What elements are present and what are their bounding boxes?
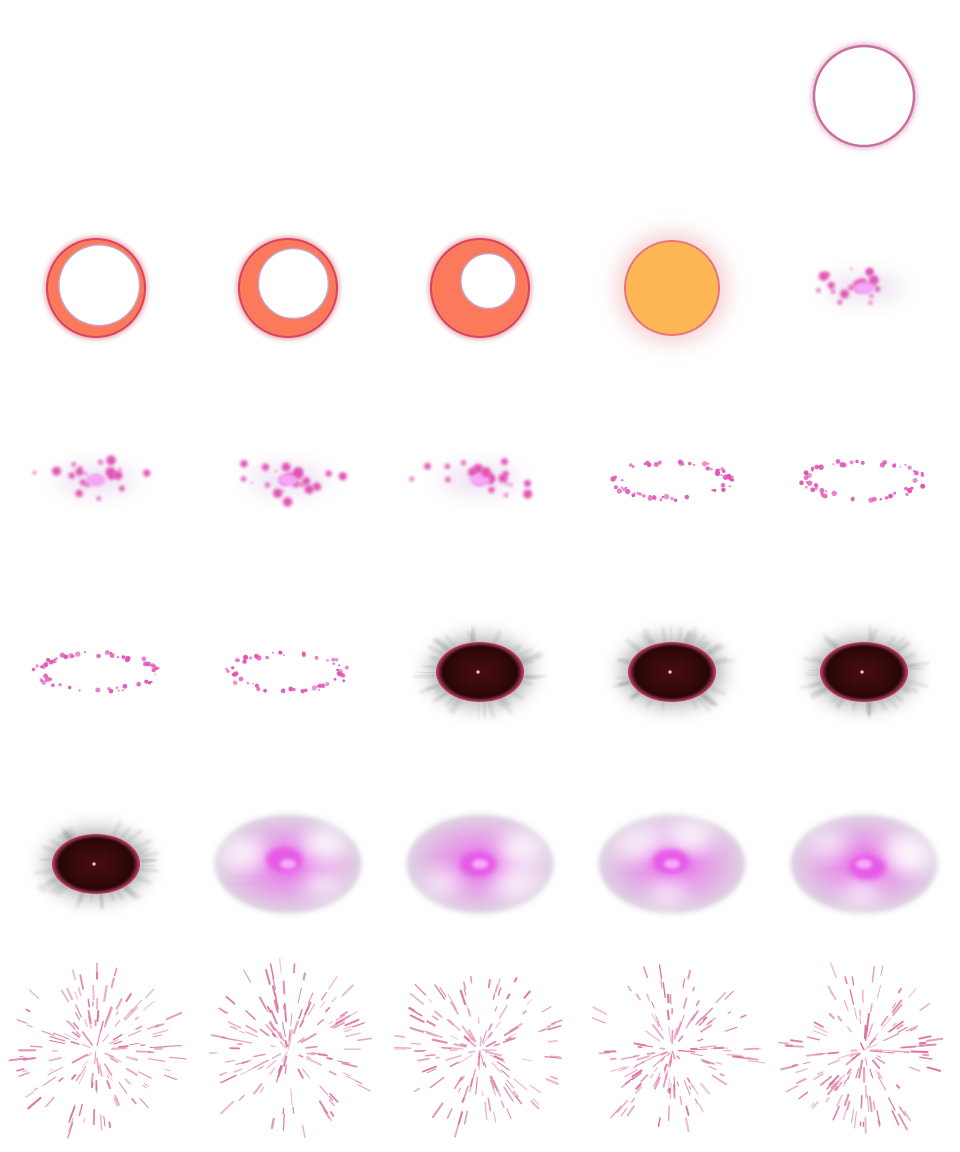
sprite-frame-sun <box>576 192 768 384</box>
sprite-frame-cluster <box>0 384 192 576</box>
sprite-dotring-graphic <box>576 384 768 576</box>
sprite-frame-crescent <box>0 192 192 384</box>
sprite-void-layer <box>801 626 930 717</box>
sprite-frame-dotring <box>768 384 960 576</box>
sprite-crescent-layer <box>237 237 339 339</box>
sprite-nebula-layer <box>598 814 746 914</box>
sprite-frame-cluster <box>768 192 960 384</box>
sprite-nebula-layer <box>214 814 362 914</box>
sprite-nebula-graphic <box>192 768 384 960</box>
sprite-streaks-graphic <box>0 960 192 1152</box>
sprite-frame-streaks <box>0 960 192 1152</box>
sprite-frame-empty <box>0 0 192 192</box>
sprite-crescent-layer <box>45 237 147 339</box>
sprite-cluster-graphic <box>768 192 960 384</box>
sprite-crescent-graphic <box>192 192 384 384</box>
sprite-frame-nebula <box>576 768 768 960</box>
sprite-cluster-layer <box>816 268 904 305</box>
sprite-frame-streaks <box>576 960 768 1152</box>
sprite-nebula-layer <box>406 814 554 914</box>
sprite-crescent-graphic <box>384 192 576 384</box>
sprite-void-graphic <box>384 576 576 768</box>
sprite-nebula-graphic <box>384 768 576 960</box>
sprite-streaks-graphic <box>576 960 768 1152</box>
sprite-frame-streaks <box>384 960 576 1152</box>
sprite-frame-empty <box>576 0 768 192</box>
sprite-frame-streaks <box>768 960 960 1152</box>
sprite-frame-nebula <box>192 768 384 960</box>
sprite-ring-layer <box>814 46 914 146</box>
sprite-frame-void <box>384 576 576 768</box>
sprite-cluster-layer <box>33 455 151 500</box>
sprite-empty-graphic <box>384 0 576 192</box>
sprite-frame-crescent <box>384 192 576 384</box>
sprite-cluster-layer <box>410 458 533 499</box>
sprite-frame-ring <box>768 0 960 192</box>
sprite-streaks-layer <box>593 965 765 1131</box>
sprite-void-graphic <box>0 768 192 960</box>
sprite-empty-graphic <box>0 0 192 192</box>
sprite-frame-nebula <box>768 768 960 960</box>
sprite-frame-dotring <box>192 576 384 768</box>
sprite-frame-dotring <box>576 384 768 576</box>
sprite-frame-empty <box>384 0 576 192</box>
sprite-nebula-graphic <box>576 768 768 960</box>
sprite-cluster-graphic <box>192 384 384 576</box>
sprite-cluster-layer <box>240 460 347 507</box>
sprite-frame-nebula <box>384 768 576 960</box>
sprite-empty-graphic <box>576 0 768 192</box>
sprite-void-layer <box>34 822 159 910</box>
sprite-dotring-layer <box>32 650 160 693</box>
sprite-cluster-graphic <box>384 384 576 576</box>
sprite-frame-cluster <box>192 384 384 576</box>
sprite-nebula-layer <box>790 814 938 914</box>
sprite-frame-cluster <box>384 384 576 576</box>
sprite-crescent-layer <box>429 237 531 339</box>
sprite-streaks-layer <box>10 963 187 1138</box>
sprite-void-layer <box>613 627 734 711</box>
sprite-frame-void <box>768 576 960 768</box>
sprite-dotring-graphic <box>192 576 384 768</box>
sprite-cluster-graphic <box>0 384 192 576</box>
sprite-dotring-graphic <box>0 576 192 768</box>
sprite-frame-crescent <box>192 192 384 384</box>
sprite-streaks-graphic <box>192 960 384 1152</box>
sprite-frame-streaks <box>192 960 384 1152</box>
sprite-streaks-graphic <box>768 960 960 1152</box>
sprite-ring-graphic <box>768 0 960 192</box>
sprite-void-layer <box>413 626 546 719</box>
sprite-void-graphic <box>576 576 768 768</box>
sprite-dotring-layer <box>225 651 348 694</box>
sprite-streaks-graphic <box>384 960 576 1152</box>
sprite-crescent-graphic <box>0 192 192 384</box>
sprite-sun-graphic <box>576 192 768 384</box>
sprite-dotring-graphic <box>768 384 960 576</box>
sprite-frame-dotring <box>0 576 192 768</box>
sprite-streaks-layer <box>394 977 562 1137</box>
sprite-streaks-layer <box>210 958 371 1137</box>
sprite-frame-void <box>576 576 768 768</box>
sprite-frame-empty <box>192 0 384 192</box>
sprite-void-graphic <box>768 576 960 768</box>
sprite-empty-graphic <box>192 0 384 192</box>
sprite-nebula-graphic <box>768 768 960 960</box>
sprite-sun-layer <box>616 232 728 344</box>
sprite-dotring-layer <box>799 459 925 503</box>
sprite-dotring-layer <box>610 460 734 502</box>
sprite-frame-void <box>0 768 192 960</box>
sprite-streaks-layer <box>779 964 943 1134</box>
